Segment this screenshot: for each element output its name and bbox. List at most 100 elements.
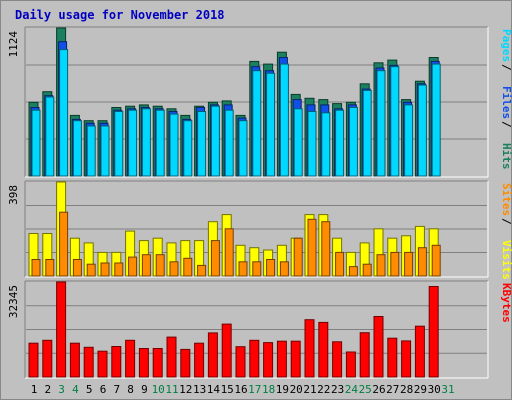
pages-bar xyxy=(169,113,179,177)
kbytes-bar xyxy=(401,340,412,378)
sites-bar xyxy=(362,263,372,277)
day-label: 9 xyxy=(141,383,148,396)
kbytes-bar xyxy=(180,348,191,378)
x-axis-day-labels: 1 2 3 4 5 6 7 8 9 10 11 12 13 14 15 16 17 18 19 20 21 22 23 24 2… xyxy=(31,383,455,396)
day-label: 2 xyxy=(44,383,51,396)
pages-bar xyxy=(404,104,414,177)
day-label: 11 xyxy=(165,383,178,396)
sites-bar xyxy=(114,262,124,277)
day-label: 26 xyxy=(372,383,385,396)
pages-bar xyxy=(100,125,110,177)
panel-hits-files-pages: 1124 Pages / Files / Hits xyxy=(7,26,512,178)
pages-bar xyxy=(321,112,331,177)
sites-bar xyxy=(183,257,193,277)
sites-bar xyxy=(390,251,400,277)
sites-bar xyxy=(86,263,96,277)
sites-bar xyxy=(293,237,303,277)
day-label: 28 xyxy=(400,383,413,396)
pages-bar xyxy=(279,63,289,177)
legend-hits: Hits xyxy=(500,143,512,170)
pages-bar xyxy=(252,70,262,177)
day-label: 27 xyxy=(386,383,399,396)
pages-bar xyxy=(348,107,358,177)
sites-bar xyxy=(210,240,220,277)
kbytes-bar xyxy=(194,342,205,378)
day-label: 19 xyxy=(276,383,289,396)
day-label: 6 xyxy=(100,383,107,396)
legend-files: Files xyxy=(500,86,512,119)
kbytes-bar xyxy=(125,339,136,378)
pages-bar xyxy=(183,120,193,177)
day-label: 5 xyxy=(86,383,93,396)
panel-visits-sites: 398 Sites / Visits xyxy=(7,180,512,280)
pages-bar xyxy=(293,108,303,177)
ymax-label: 1124 xyxy=(7,31,20,58)
sites-bar xyxy=(59,211,69,277)
legend-hits-files-pages: Pages / Files / Hits xyxy=(500,29,512,170)
kbytes-bar xyxy=(428,286,439,378)
pages-bar xyxy=(72,120,82,177)
day-label: 4 xyxy=(72,383,79,396)
sites-bar xyxy=(224,228,234,277)
sites-bar xyxy=(252,261,262,277)
pages-bar xyxy=(141,108,151,177)
pages-bar xyxy=(307,111,317,177)
kbytes-bar xyxy=(166,336,177,378)
pages-bar xyxy=(224,109,234,177)
kbytes-bar xyxy=(56,281,67,378)
legend-kbytes: KBytes xyxy=(500,283,512,323)
legend-pages: Pages xyxy=(500,29,512,62)
kbytes-bar xyxy=(304,319,315,378)
pages-bar xyxy=(59,49,69,177)
kbytes-bar xyxy=(111,346,122,378)
kbytes-bar xyxy=(332,341,343,378)
sites-bar xyxy=(266,259,276,277)
kbytes-bar xyxy=(318,321,329,378)
kbytes-bar xyxy=(83,346,94,378)
day-label: 29 xyxy=(414,383,427,396)
sites-bar xyxy=(72,259,82,277)
pages-bar xyxy=(376,70,386,177)
legend-separator: / xyxy=(500,218,512,225)
legend-kbytes: KBytes xyxy=(500,283,512,323)
pages-bar xyxy=(197,111,207,177)
day-label: 30 xyxy=(428,383,441,396)
pages-bar xyxy=(210,105,220,177)
legend-sites: Sites xyxy=(500,183,512,216)
pages-bar xyxy=(417,84,427,177)
kbytes-bar xyxy=(249,339,260,378)
sites-bar xyxy=(279,261,289,277)
sites-bar xyxy=(169,261,179,277)
day-label: 13 xyxy=(193,383,206,396)
sites-bar xyxy=(431,244,441,277)
day-label: 23 xyxy=(331,383,344,396)
sites-bar xyxy=(45,259,55,277)
sites-bar xyxy=(155,254,165,277)
sites-bar xyxy=(335,251,345,277)
day-label: 31 xyxy=(441,383,454,396)
kbytes-bar xyxy=(221,323,232,378)
pages-bar xyxy=(266,72,276,177)
ymax-label: 32345 xyxy=(7,285,20,318)
kbytes-bar xyxy=(138,348,149,378)
day-label: 10 xyxy=(152,383,165,396)
sites-bar xyxy=(376,254,386,277)
sites-bar xyxy=(348,266,358,277)
kbytes-bar xyxy=(152,348,163,378)
day-label: 17 xyxy=(248,383,261,396)
day-label: 1 xyxy=(31,383,38,396)
pages-bar xyxy=(86,125,96,177)
day-label: 22 xyxy=(317,383,330,396)
pages-bar xyxy=(128,109,138,177)
ymax-label: 398 xyxy=(7,185,20,205)
kbytes-bar xyxy=(28,342,39,378)
day-label: 16 xyxy=(234,383,247,396)
kbytes-bar xyxy=(414,325,425,378)
day-label: 12 xyxy=(179,383,192,396)
chart-panels: 1124 Pages / Files / Hits 398 Sites / Visit… xyxy=(7,26,512,379)
pages-bar xyxy=(31,109,41,177)
pages-bar xyxy=(114,111,124,177)
day-label: 8 xyxy=(127,383,134,396)
pages-bar xyxy=(335,109,345,177)
